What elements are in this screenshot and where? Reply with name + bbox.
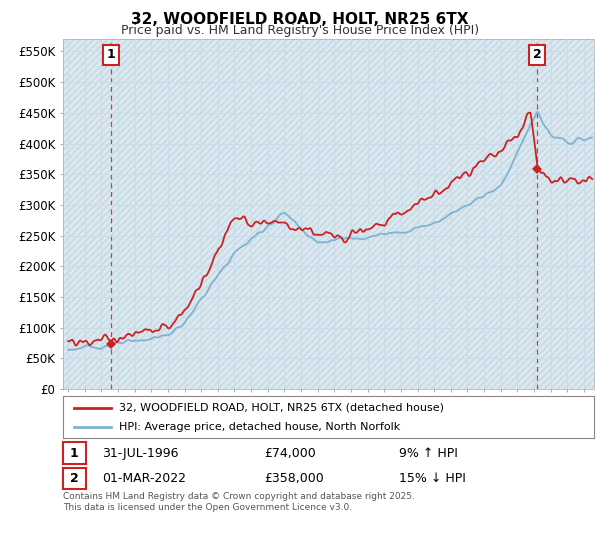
Text: Contains HM Land Registry data © Crown copyright and database right 2025.
This d: Contains HM Land Registry data © Crown c… <box>63 492 415 512</box>
Text: Price paid vs. HM Land Registry's House Price Index (HPI): Price paid vs. HM Land Registry's House … <box>121 24 479 37</box>
Text: 15% ↓ HPI: 15% ↓ HPI <box>399 472 466 486</box>
Text: £74,000: £74,000 <box>264 446 316 460</box>
Text: 31-JUL-1996: 31-JUL-1996 <box>102 446 179 460</box>
Text: 32, WOODFIELD ROAD, HOLT, NR25 6TX (detached house): 32, WOODFIELD ROAD, HOLT, NR25 6TX (deta… <box>119 403 444 413</box>
Text: £358,000: £358,000 <box>264 472 324 486</box>
Text: 2: 2 <box>70 472 79 486</box>
Text: 01-MAR-2022: 01-MAR-2022 <box>102 472 186 486</box>
Text: 32, WOODFIELD ROAD, HOLT, NR25 6TX: 32, WOODFIELD ROAD, HOLT, NR25 6TX <box>131 12 469 27</box>
Text: HPI: Average price, detached house, North Norfolk: HPI: Average price, detached house, Nort… <box>119 422 400 432</box>
Text: 1: 1 <box>70 446 79 460</box>
Text: 1: 1 <box>107 49 115 62</box>
Text: 2: 2 <box>533 49 541 62</box>
Text: 9% ↑ HPI: 9% ↑ HPI <box>399 446 458 460</box>
